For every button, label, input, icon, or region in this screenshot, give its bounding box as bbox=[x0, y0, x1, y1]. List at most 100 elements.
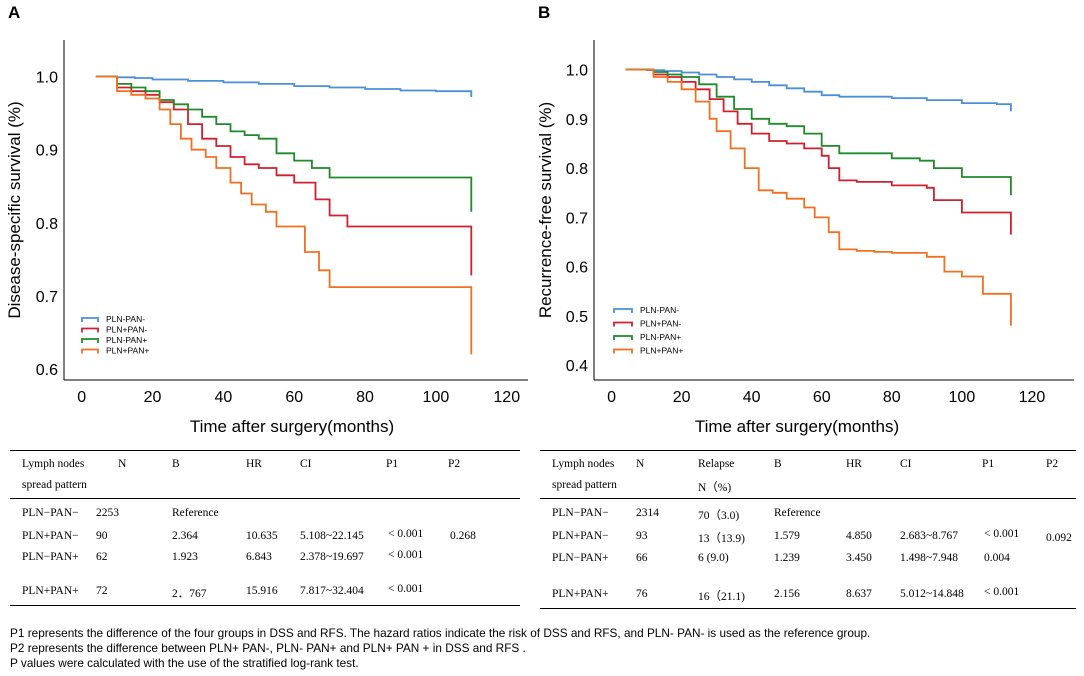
legend-swatch bbox=[613, 348, 633, 354]
panel-a-label: A bbox=[8, 3, 21, 22]
series-line-pln-pan bbox=[95, 75, 473, 276]
table-cell: PLN−PAN+ bbox=[22, 551, 79, 563]
series-line-pln-pan bbox=[625, 68, 1012, 112]
table-cell: Reference bbox=[172, 507, 219, 519]
table-cell: < 0.001 bbox=[388, 583, 424, 595]
table-cell: 90 bbox=[96, 530, 108, 542]
footnote-p2: P2 represents the difference between PLN… bbox=[10, 641, 526, 655]
series-line-pln-pan bbox=[625, 68, 1012, 326]
legend-label: PLN-PAN- bbox=[106, 314, 145, 324]
series-line-pln-pan bbox=[625, 68, 1012, 196]
table-header-cell: HR bbox=[246, 458, 262, 470]
table-header-cell: B bbox=[774, 458, 782, 470]
table-header-cell: N（%) bbox=[698, 482, 732, 494]
table-header-cell: B bbox=[172, 458, 180, 470]
x-tick-label: 20 bbox=[673, 389, 691, 406]
table-cell: 1.579 bbox=[774, 530, 800, 542]
y-axis-label: Disease-specific survival (%) bbox=[5, 101, 24, 318]
legend-label: PLN-PAN+ bbox=[106, 335, 147, 345]
y-tick-label: 0.8 bbox=[36, 216, 58, 233]
legend-label: PLN+PAN- bbox=[106, 325, 147, 335]
table-header-cell: spread pattern bbox=[22, 479, 87, 491]
table-cell: PLN−PAN+ bbox=[552, 552, 609, 564]
table-cell: 62 bbox=[96, 551, 108, 563]
table-header-cell: P2 bbox=[448, 458, 461, 470]
table-cell: 70（3.0) bbox=[698, 510, 740, 522]
y-tick-label: 0.5 bbox=[566, 309, 588, 326]
series-line-pln-pan bbox=[625, 68, 1012, 235]
table-cell: 15.916 bbox=[246, 585, 278, 597]
legend-label: PLN-PAN+ bbox=[640, 332, 681, 342]
table-cell: 0.092 bbox=[1046, 532, 1072, 544]
legend-swatch bbox=[613, 335, 633, 340]
y-tick-label: 0.9 bbox=[566, 112, 588, 129]
y-tick-label: 0.8 bbox=[566, 161, 588, 178]
table-dss: Lymph nodes spread pattern N B HR CI P1 … bbox=[10, 450, 520, 610]
legend-label: PLN+PAN+ bbox=[640, 346, 683, 356]
table-cell: 5.012~14.848 bbox=[900, 588, 964, 600]
y-tick-label: 0.6 bbox=[36, 362, 58, 379]
table-cell: 3.450 bbox=[846, 552, 872, 564]
table-header-cell: HR bbox=[846, 458, 862, 470]
x-tick-label: 120 bbox=[493, 389, 520, 406]
panel-b-label: B bbox=[538, 3, 551, 22]
table-cell: < 0.001 bbox=[388, 549, 424, 561]
table-header-cell: P1 bbox=[386, 458, 399, 470]
table-rule-top bbox=[10, 450, 520, 451]
table-cell: PLN−PAN− bbox=[22, 507, 79, 519]
table-header-cell: CI bbox=[900, 458, 912, 470]
table-cell: < 0.001 bbox=[984, 586, 1020, 598]
table-header-cell: Relapse bbox=[698, 458, 735, 470]
x-tick-label: 0 bbox=[77, 389, 86, 406]
x-tick-label: 100 bbox=[949, 389, 976, 406]
x-tick-label: 0 bbox=[607, 389, 616, 406]
legend-swatch bbox=[613, 321, 633, 327]
x-tick-label: 60 bbox=[813, 389, 831, 406]
y-tick-label: 1.0 bbox=[566, 63, 588, 80]
table-cell: 2253 bbox=[96, 507, 119, 519]
table-rule-top bbox=[540, 450, 1076, 451]
series-line-pln-pan bbox=[95, 75, 473, 97]
table-cell: 8.637 bbox=[846, 588, 872, 600]
table-header-cell: N bbox=[636, 458, 645, 470]
table-cell: 2.378~19.697 bbox=[300, 551, 364, 563]
table-cell: 2．767 bbox=[172, 588, 207, 600]
table-cell: 5.108~22.145 bbox=[300, 530, 364, 542]
table-cell: 0.004 bbox=[984, 552, 1010, 564]
table-cell: PLN−PAN− bbox=[552, 507, 609, 519]
table-cell: 76 bbox=[636, 588, 648, 600]
table-cell: PLN+PAN− bbox=[22, 530, 79, 542]
table-rfs: Lymph nodes spread pattern N Relapse N（%… bbox=[540, 450, 1076, 614]
series-line-pln-pan bbox=[95, 75, 473, 355]
table-header-cell: N bbox=[118, 458, 127, 470]
table-cell: Reference bbox=[774, 507, 821, 519]
legend-swatch bbox=[81, 317, 99, 322]
table-cell: PLN+PAN+ bbox=[22, 585, 79, 597]
y-tick-label: 0.4 bbox=[566, 358, 588, 375]
table-rule-bottom bbox=[540, 608, 1076, 609]
table-cell: 1.923 bbox=[172, 551, 198, 563]
footnote-p-values: P values were calculated with the use of… bbox=[10, 656, 359, 670]
table-cell: 1.498~7.948 bbox=[900, 552, 958, 564]
survival-charts: 0.6 0.7 0.8 0.9 1.0 0 20 40 60 80 100 120 Time after… bbox=[5, 40, 1074, 436]
footnote-p1: P1 represents the difference of the four… bbox=[10, 626, 871, 640]
y-tick-label: 1.0 bbox=[36, 70, 58, 87]
x-tick-label: 20 bbox=[144, 389, 162, 406]
x-tick-label: 80 bbox=[883, 389, 901, 406]
legend-label: PLN+PAN+ bbox=[106, 346, 149, 356]
table-cell: 6 (9.0) bbox=[698, 552, 729, 564]
table-header-cell: CI bbox=[300, 458, 312, 470]
legend-swatch bbox=[81, 327, 99, 333]
x-axis-label: Time after surgery(months) bbox=[190, 417, 394, 436]
table-rule-header bbox=[10, 498, 520, 499]
table-header-cell: Lymph nodes bbox=[22, 458, 85, 470]
legend-swatch bbox=[81, 338, 99, 343]
table-header-cell: P1 bbox=[982, 458, 995, 470]
x-tick-label: 40 bbox=[214, 389, 232, 406]
table-cell: 1.239 bbox=[774, 552, 800, 564]
table-cell: 7.817~32.404 bbox=[300, 585, 364, 597]
x-tick-label: 80 bbox=[356, 389, 374, 406]
table-cell: 72 bbox=[96, 585, 108, 597]
table-cell: < 0.001 bbox=[388, 528, 424, 540]
table-rule-header bbox=[540, 498, 1076, 499]
